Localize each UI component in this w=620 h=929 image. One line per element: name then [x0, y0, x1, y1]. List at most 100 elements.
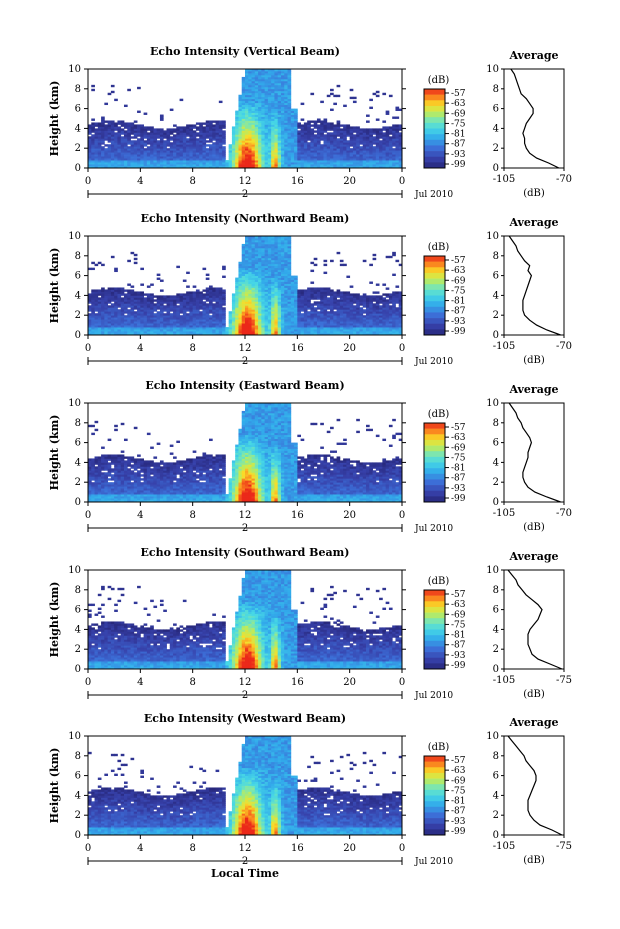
- heatmap-cell: [110, 138, 115, 141]
- heatmap-cell: [215, 160, 220, 163]
- heatmap-cell: [163, 148, 167, 151]
- heatmap-cell: [330, 325, 334, 328]
- heatmap-cell: [251, 112, 256, 115]
- heatmap-cell: [182, 164, 187, 167]
- heatmap-cell: [133, 150, 138, 153]
- heatmap-cell: [254, 265, 259, 269]
- heatmap-cell: [274, 267, 279, 271]
- heatmap-cell: [107, 319, 112, 322]
- heatmap-cell: [369, 164, 373, 167]
- heatmap-cell: [182, 295, 187, 298]
- heatmap-cell: [267, 261, 272, 265]
- heatmap-cell: [186, 128, 190, 131]
- heatmap-cell: [114, 313, 118, 316]
- heatmap-cell: [205, 307, 210, 310]
- heatmap-cell: [274, 124, 279, 127]
- heatmap-cell: [316, 315, 321, 318]
- heatmap-cell: [290, 293, 295, 296]
- heatmap-cell: [133, 315, 138, 318]
- heatmap-cell: [290, 160, 295, 163]
- heatmap-cell: [323, 160, 328, 163]
- heatmap-cell: [88, 315, 92, 318]
- heatmap-cell: [117, 289, 122, 292]
- heatmap-cell: [173, 311, 177, 314]
- heatmap-cell: [395, 152, 400, 155]
- heatmap-cell: [251, 299, 256, 302]
- heatmap-cell: [114, 162, 118, 165]
- heatmap-cell: [104, 319, 109, 322]
- heatmap-cell: [241, 160, 246, 163]
- heatmap-cell: [176, 299, 180, 302]
- heatmap-cell: [166, 309, 171, 312]
- heatmap-cell: [343, 295, 347, 298]
- heatmap-cell: [186, 293, 190, 296]
- heatmap-cell: [107, 307, 112, 310]
- heatmap-cell: [280, 323, 285, 326]
- heatmap-cell: [303, 166, 308, 169]
- heatmap-cell: [261, 269, 266, 273]
- heatmap-cell: [179, 325, 184, 328]
- heatmap-cell: [349, 136, 354, 139]
- heatmap-cell: [140, 128, 144, 131]
- heatmap-cell: [333, 146, 337, 149]
- heatmap-cell: [264, 132, 269, 135]
- heatmap-cell: [159, 299, 164, 302]
- heatmap-cell: [238, 94, 243, 98]
- heatmap-cell: [287, 164, 292, 167]
- heatmap-cell: [241, 283, 246, 286]
- heatmap-cell: [120, 301, 125, 304]
- heatmap-cell: [202, 138, 207, 141]
- heatmap-cell: [254, 86, 259, 90]
- heatmap-cell: [303, 301, 308, 304]
- heatmap-cell: [186, 321, 190, 324]
- heatmap-cell: [107, 331, 112, 334]
- heatmap-cell: [176, 156, 180, 159]
- heatmap-cell: [372, 128, 377, 131]
- heatmap-cell: [251, 281, 256, 284]
- heatmap-cell: [150, 156, 154, 159]
- heatmap-cell: [205, 162, 210, 165]
- heatmap-cell: [159, 114, 164, 117]
- heatmap-cell: [120, 327, 125, 330]
- heatmap-cell: [202, 313, 207, 316]
- heatmap-cell: [274, 116, 279, 119]
- heatmap-cell: [97, 289, 102, 292]
- heatmap-cell: [241, 140, 246, 143]
- heatmap-cell: [290, 299, 295, 302]
- heatmap-cell: [316, 146, 321, 149]
- heatmap-cell: [173, 152, 177, 155]
- heatmap-cell: [140, 156, 144, 159]
- heatmap-cell: [264, 122, 269, 125]
- heatmap-cell: [192, 148, 197, 151]
- heatmap-cell: [156, 154, 161, 157]
- heatmap-cell: [297, 164, 301, 167]
- heatmap-cell: [173, 160, 177, 163]
- heatmap-cell: [271, 277, 275, 280]
- heatmap-cell: [333, 325, 337, 328]
- heatmap-cell: [166, 317, 171, 320]
- heatmap-cell: [369, 142, 373, 145]
- heatmap-cell: [323, 134, 328, 137]
- heatmap-cell: [235, 327, 239, 330]
- heatmap-cell: [218, 122, 223, 125]
- heatmap-cell: [163, 305, 167, 308]
- heatmap-cell: [146, 319, 151, 322]
- heatmap-cell: [215, 166, 220, 169]
- heatmap-cell: [287, 118, 292, 121]
- heatmap-cell: [366, 313, 370, 316]
- heatmap-cell: [235, 325, 239, 328]
- heatmap-cell: [258, 253, 262, 257]
- heatmap-cell: [238, 313, 243, 316]
- heatmap-cell: [326, 331, 331, 334]
- heatmap-cell: [120, 122, 125, 125]
- heatmap-cell: [395, 160, 400, 163]
- heatmap-cell: [339, 325, 344, 328]
- heatmap-cell: [290, 303, 295, 306]
- heatmap-cell: [199, 128, 203, 131]
- heatmap-cell: [277, 88, 282, 92]
- heatmap-cell: [205, 128, 210, 131]
- heatmap-cell: [245, 90, 249, 94]
- heatmap-cell: [251, 321, 256, 324]
- heatmap-cell: [101, 295, 105, 298]
- heatmap-cell: [352, 321, 357, 324]
